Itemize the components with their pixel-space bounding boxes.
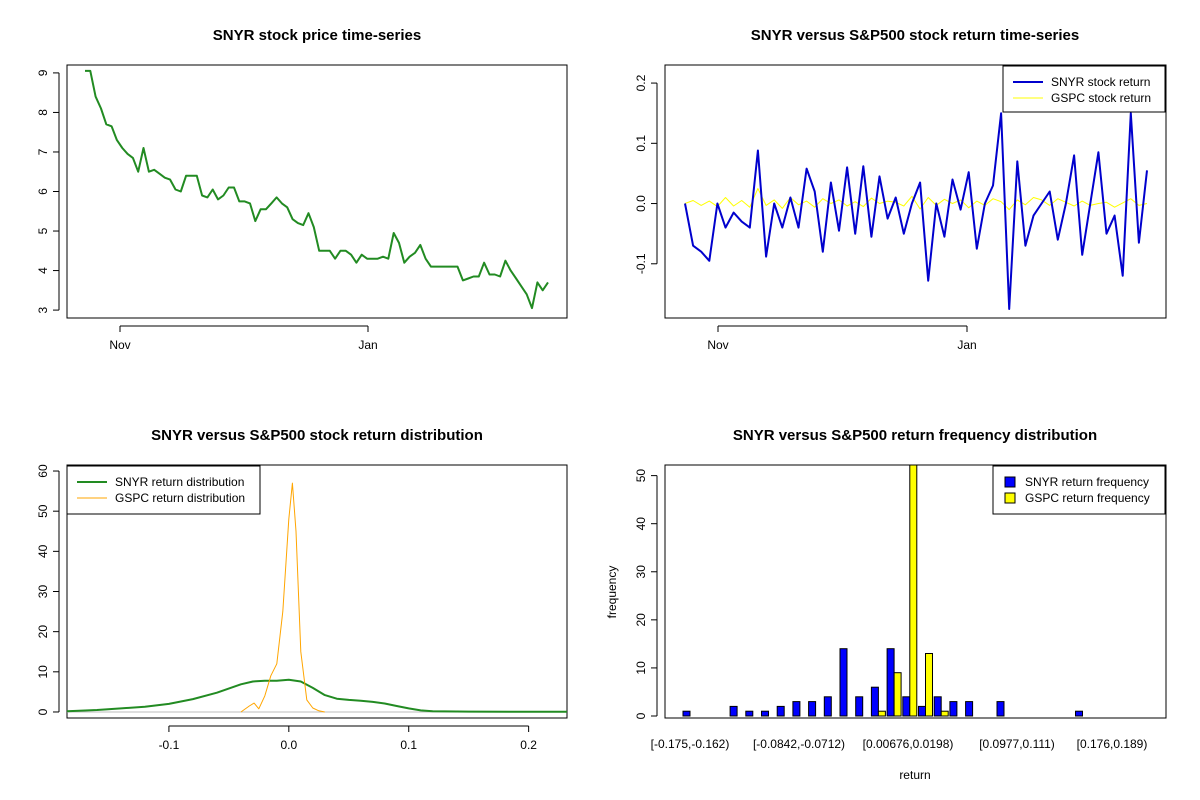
snyr-density-line [66,678,567,713]
chart-title: SNYR versus S&P500 stock return time-ser… [751,27,1079,44]
snyr-frequency-bar [682,710,691,717]
snyr-frequency-bar [808,701,817,717]
y-tick-label: 40 [36,544,50,558]
y-tick-label: 20 [36,625,50,639]
y-tick-label: 30 [36,585,50,599]
legend-box [66,465,261,515]
x-tick-label: [0.0977,0.111) [979,737,1055,751]
x-tick-label: 0.0 [280,738,297,752]
y-tick-label: 0 [36,708,50,715]
snyr-frequency-bar [839,648,848,717]
y-tick-label: 10 [634,661,648,675]
legend-box [1002,65,1166,113]
legend-label: SNYR stock return [1051,75,1150,89]
y-tick-label: 0.1 [634,135,648,152]
return-distribution-panel: SNYR versus S&P500 stock return distribu… [36,427,568,752]
legend-label: GSPC return distribution [115,491,245,505]
plot-frame [66,64,568,319]
legend-swatch [1004,492,1016,504]
gspc-density-line [240,482,325,713]
x-tick-label: Jan [358,338,377,352]
legend-label: SNYR return frequency [1025,475,1149,489]
snyr-frequency-bar [855,696,864,717]
x-axis-title: return [899,768,930,782]
legend-label: SNYR return distribution [115,475,244,489]
x-tick-label: -0.1 [159,738,180,752]
gspc-frequency-bar [893,672,902,717]
bars-group [682,465,1083,717]
x-tick-label: 0.1 [400,738,417,752]
legend-label: GSPC return frequency [1025,491,1150,505]
y-tick-label: 9 [36,69,50,76]
legend-swatch [1004,476,1016,488]
snyr-frequency-bar [776,705,785,717]
snyr-frequency-bar [870,686,879,717]
snyr-frequency-bar [949,701,958,717]
snyr-frequency-bar [761,710,769,717]
plot-frame [664,64,1167,319]
snyr-frequency-bar [729,705,738,717]
snyr-frequency-bar [965,701,974,717]
x-tick-label: [-0.175,-0.162) [651,737,730,751]
snyr-frequency-bar [996,701,1005,717]
x-tick-label: 0.2 [520,738,537,752]
snyr-frequency-bar [918,705,926,717]
x-tick-label: [0.00676,0.0198) [863,737,954,751]
y-tick-label: 0.2 [634,74,648,91]
y-tick-label: 50 [36,504,50,518]
y-tick-label: 0 [634,712,648,719]
snyr-frequency-bar [1075,710,1083,717]
x-tick-label: [0.176,0.189) [1077,737,1148,751]
gspc-frequency-bar [940,710,949,717]
snyr-frequency-bar [902,696,911,717]
y-tick-label: 10 [36,665,50,679]
y-tick-label: 8 [36,109,50,116]
x-tick-label: [-0.0842,-0.0712) [753,737,845,751]
x-tick-label: Nov [109,338,130,352]
y-tick-label: 4 [36,267,50,274]
gspc-frequency-bar [909,465,918,717]
snyr-frequency-bar [933,696,942,717]
legend-label: GSPC stock return [1051,91,1151,105]
gspc-frequency-bar [877,710,886,717]
chart-title: SNYR versus S&P500 stock return distribu… [151,427,483,444]
x-tick-label: Nov [707,338,728,352]
y-tick-label: 6 [36,188,50,195]
plot-frame [664,464,1167,719]
snyr-return-line [684,112,1148,310]
y-tick-label: 30 [634,565,648,579]
y-tick-label: 50 [634,469,648,483]
y-tick-label: 0.0 [634,195,648,212]
price-series-line [85,69,549,310]
gspc-frequency-bar [925,653,933,717]
y-tick-label: 5 [36,227,50,234]
return-timeseries-panel: SNYR versus S&P500 stock return time-ser… [634,27,1167,352]
y-tick-label: 7 [36,148,50,155]
snyr-frequency-bar [792,701,801,717]
snyr-frequency-bar [886,648,895,717]
chart-title: SNYR versus S&P500 return frequency dist… [733,427,1097,444]
y-tick-label: -0.1 [634,253,648,274]
y-tick-label: 3 [36,306,50,313]
y-tick-label: 20 [634,613,648,627]
chart-title: SNYR stock price time-series [213,27,421,44]
legend-box [992,465,1166,515]
snyr-frequency-bar [823,696,832,717]
plot-frame [66,464,568,719]
price-chart-panel: SNYR stock price time-series 3 4 5 6 7 8 9 Nov Ja… [36,27,568,352]
snyr-frequency-bar [745,710,754,717]
y-tick-label: 40 [634,517,648,531]
frequency-histogram-panel: SNYR versus S&P500 return frequency dist… [605,427,1167,782]
x-tick-label: Jan [957,338,976,352]
y-tick-label: 60 [36,464,50,478]
y-axis-title: frequency [605,566,619,619]
